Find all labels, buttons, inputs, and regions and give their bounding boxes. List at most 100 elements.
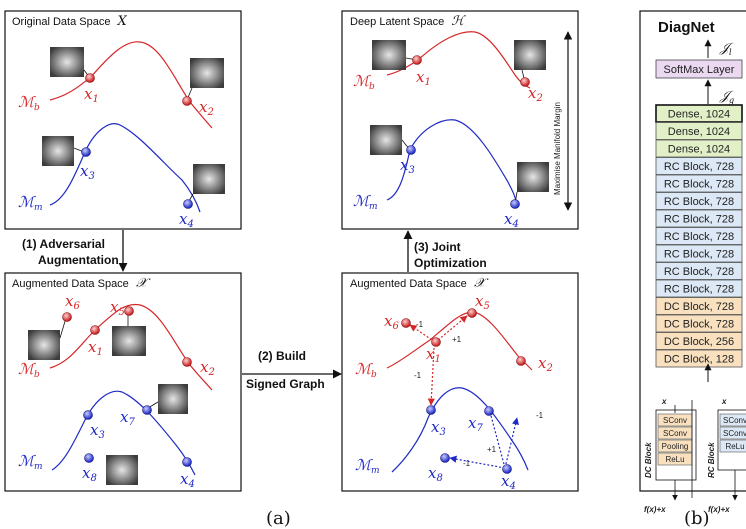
malignant-manifold-curve bbox=[51, 390, 196, 476]
edge-x4-x8 bbox=[449, 455, 506, 469]
mammogram-patch-x2 bbox=[190, 58, 224, 88]
label-x1: x1 bbox=[416, 68, 431, 88]
layer-dense-0 bbox=[655, 104, 743, 123]
rc-ops-op-label-2: ReLu bbox=[725, 442, 744, 451]
point-x6 bbox=[62, 312, 72, 322]
manifold-benign-label: ℳb bbox=[18, 93, 40, 113]
layer-label-0: Dense, 1024 bbox=[668, 109, 730, 121]
softmax-layer bbox=[655, 59, 743, 79]
panel-original-title: Original Data Space X bbox=[12, 14, 128, 29]
mammogram-patch-x2 bbox=[514, 40, 546, 70]
panel-augmented-right-title: Augmented Data Space 𝒳 bbox=[350, 276, 489, 291]
benign-manifold-curve bbox=[49, 41, 213, 129]
layer-stack: Dense, 1024 Dense, 1024 Dense, 1024 RC Bloc… bbox=[655, 104, 743, 368]
layer-rc-3 bbox=[655, 157, 743, 175]
point-x3 bbox=[83, 410, 93, 420]
edge-x4-x7 bbox=[489, 411, 506, 469]
layer-label-1: Dense, 1024 bbox=[668, 126, 730, 138]
rc-ops-op-label-0: SConv bbox=[723, 416, 746, 425]
mammogram-patch-x1 bbox=[372, 40, 406, 70]
diagnet-panel: DiagNet 𝒥l SoftMax Layer 𝒥g Dense, 1024D… bbox=[639, 10, 746, 514]
mammogram-patch-x8 bbox=[106, 455, 138, 485]
label-x4: x4 bbox=[179, 210, 194, 230]
weight-x1-x6: -1 bbox=[416, 320, 424, 329]
step2-label-line1: (2) Build bbox=[258, 349, 306, 363]
layer-label-8: RC Block, 728 bbox=[664, 249, 734, 261]
label-x8: x8 bbox=[82, 464, 97, 484]
edge-x1-x6 bbox=[409, 324, 436, 343]
mammogram-patch-x4 bbox=[193, 164, 225, 194]
label-x3: x3 bbox=[90, 421, 105, 441]
point-x1 bbox=[90, 325, 100, 335]
layer-label-9: RC Block, 728 bbox=[664, 266, 734, 278]
dc-ops-op-label-1: SConv bbox=[663, 429, 687, 438]
layer-dc-14 bbox=[655, 349, 743, 368]
dc-ops-op-label-3: ReLu bbox=[665, 455, 684, 464]
manifold-malignant-label: ℳm bbox=[18, 452, 43, 472]
weight-x4-x7: +1 bbox=[487, 445, 497, 454]
label-x2: x2 bbox=[528, 84, 543, 104]
weight-x4-x8: -1 bbox=[463, 459, 471, 468]
point-x4 bbox=[182, 457, 192, 467]
step3-label-line1: (3) Joint bbox=[414, 240, 461, 254]
rc-ops-op-0 bbox=[719, 413, 746, 427]
panel-original: Original Data Space X x1 x2 x3 x4 ℳb ℳm bbox=[4, 10, 242, 230]
point-x4 bbox=[183, 199, 193, 209]
point-x3 bbox=[81, 147, 91, 157]
layer-rc-5 bbox=[655, 192, 743, 210]
mammogram-patch-x5 bbox=[112, 326, 146, 356]
rc-block-output: f(x)+x bbox=[708, 505, 730, 514]
edge-x1-x3 bbox=[427, 347, 435, 406]
weight-x4-x2: -1 bbox=[536, 411, 544, 420]
mammogram-patch-x4 bbox=[517, 162, 549, 192]
dc-ops-op-label-0: SConv bbox=[663, 416, 687, 425]
label-x7: x7 bbox=[468, 414, 483, 434]
label-x4: x4 bbox=[504, 210, 519, 230]
point-x3 bbox=[426, 405, 436, 415]
point-x1 bbox=[85, 73, 95, 83]
point-x5 bbox=[467, 308, 477, 318]
layer-label-11: DC Block, 728 bbox=[664, 301, 734, 313]
layer-rc-9 bbox=[655, 262, 743, 280]
label-x2: x2 bbox=[199, 98, 214, 118]
dc-block-detail: DC Block x f(x)+x SConv SConv Pooling ReLu bbox=[644, 397, 697, 514]
layer-label-5: RC Block, 728 bbox=[664, 196, 734, 208]
dc-block-name: DC Block bbox=[644, 442, 653, 478]
label-x3: x3 bbox=[80, 162, 95, 182]
manifold-malignant-label: ℳm bbox=[353, 192, 378, 212]
rc-block-name: RC Block bbox=[707, 442, 716, 478]
manifold-malignant-label: ℳm bbox=[18, 193, 43, 213]
layer-rc-10 bbox=[655, 279, 743, 298]
rc-block-detail: RC Block x f(x)+x SConv SConv ReLu bbox=[707, 397, 746, 514]
point-x4 bbox=[502, 464, 512, 474]
label-x3: x3 bbox=[400, 156, 415, 176]
point-x2 bbox=[520, 77, 530, 87]
point-x5 bbox=[124, 306, 134, 316]
point-x4 bbox=[510, 199, 520, 209]
rc-ops: SConv SConv ReLu bbox=[719, 413, 746, 453]
point-x1 bbox=[431, 337, 441, 347]
step1-label-line2: Augmentation bbox=[38, 253, 119, 267]
malignant-manifold-curve bbox=[49, 123, 201, 213]
manifold-benign-label: ℳb bbox=[353, 72, 375, 92]
dc-ops: SConv SConv Pooling ReLu bbox=[657, 413, 693, 466]
layer-label-4: RC Block, 728 bbox=[664, 179, 734, 191]
panel-augmented-left-title: Augmented Data Space 𝒳 bbox=[12, 276, 151, 291]
mammogram-patch-x1 bbox=[28, 330, 60, 360]
panel-augmented-left: Augmented Data Space 𝒳 x6 x1 x5 x2 x3 x7… bbox=[4, 272, 242, 492]
weight-x1-x5: +1 bbox=[452, 335, 462, 344]
point-x6 bbox=[401, 318, 411, 328]
layer-label-12: DC Block, 728 bbox=[664, 319, 734, 331]
label-x5: x5 bbox=[475, 292, 490, 312]
rc-ops-op-label-1: SConv bbox=[723, 429, 746, 438]
layer-label-10: RC Block, 728 bbox=[664, 284, 734, 296]
point-x2 bbox=[182, 96, 192, 106]
diagnet-title: DiagNet bbox=[658, 19, 715, 36]
point-x7 bbox=[142, 405, 152, 415]
caption-b: (b) bbox=[684, 508, 710, 529]
margin-label: Maximise Manifold Margin bbox=[553, 102, 562, 195]
step1-label-line1: (1) Adversarial bbox=[22, 237, 105, 251]
layer-dc-11 bbox=[655, 297, 743, 315]
point-x8 bbox=[440, 453, 450, 463]
